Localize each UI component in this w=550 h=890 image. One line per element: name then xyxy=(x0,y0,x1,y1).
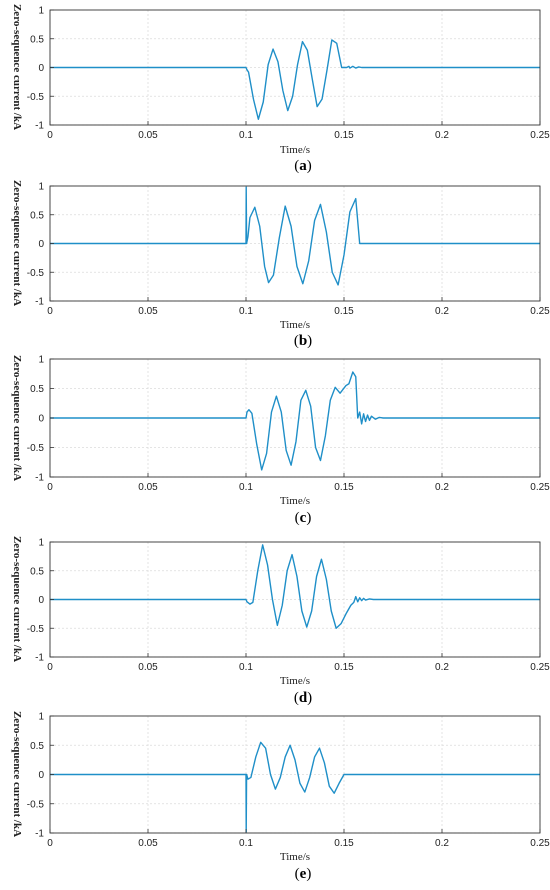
series-line xyxy=(50,39,540,120)
x-tick-label: 0.05 xyxy=(138,662,158,673)
y-tick-label: 0.5 xyxy=(30,566,44,577)
x-tick-label: 0.15 xyxy=(334,130,354,141)
y-tick-label: -0.5 xyxy=(27,799,45,810)
series-line xyxy=(50,371,540,471)
y-tick-label: -0.5 xyxy=(27,92,45,103)
chart-panel-a: 0 0.05 0.1 0.15 0.2 0.25 -1 -0.5 0 0.5 1 Time/s Zero… xyxy=(11,4,550,174)
x-axis-label: Time/s xyxy=(280,144,310,156)
y-tick-label: 0 xyxy=(38,595,44,606)
x-tick-label: 0 xyxy=(47,662,53,673)
y-tick-label: -1 xyxy=(35,297,44,308)
y-tick-label: 1 xyxy=(38,538,44,549)
panel-caption: (b) xyxy=(294,333,312,349)
x-tick-label: 0.1 xyxy=(239,838,253,849)
y-tick-label: 0.5 xyxy=(30,34,44,45)
x-tick-label: 0 xyxy=(47,130,53,141)
x-tick-label: 0.2 xyxy=(435,662,449,673)
y-tick-label: 0.5 xyxy=(30,741,44,752)
chart-panel-d: 0 0.05 0.1 0.15 0.2 0.25 -1 -0.5 0 0.5 1 Time/s Zero… xyxy=(11,536,550,706)
y-tick-label: 0 xyxy=(38,63,44,74)
y-tick-label: 0 xyxy=(38,770,44,781)
y-tick-label: -1 xyxy=(35,473,44,484)
x-tick-label: 0.15 xyxy=(334,662,354,673)
y-axis-label: Zero-sequence current /kA xyxy=(11,180,23,306)
panel-caption: (e) xyxy=(295,866,312,882)
x-tick-label: 0.1 xyxy=(239,662,253,673)
chart-panel-b: 0 0.05 0.1 0.15 0.2 0.25 -1 -0.5 0 0.5 1 Time/s Zero… xyxy=(11,180,550,349)
x-tick-label: 0.1 xyxy=(239,306,253,317)
x-tick-label: 0.2 xyxy=(435,306,449,317)
y-tick-label: -0.5 xyxy=(27,268,45,279)
panel-caption: (a) xyxy=(294,158,312,174)
x-tick-label: 0.15 xyxy=(334,838,354,849)
x-tick-label: 0.05 xyxy=(138,306,158,317)
y-axis-label: Zero-sequence current /kA xyxy=(11,536,23,662)
x-tick-label: 0 xyxy=(47,306,53,317)
series-line xyxy=(50,186,540,286)
y-tick-label: 1 xyxy=(38,355,44,366)
panel-caption: (c) xyxy=(295,510,312,526)
x-tick-label: 0 xyxy=(47,482,53,493)
x-tick-label: 0.05 xyxy=(138,838,158,849)
series-line xyxy=(50,544,540,629)
y-tick-label: -0.5 xyxy=(27,443,45,454)
series-line xyxy=(50,741,540,833)
panel-caption-letter: d xyxy=(299,690,308,706)
x-tick-label: 0.1 xyxy=(239,482,253,493)
y-axis-label: Zero-sequence current /kA xyxy=(11,4,23,130)
chart-panel-e: 0 0.05 0.1 0.15 0.2 0.25 -1 -0.5 0 0.5 1 Time/s Zero… xyxy=(11,711,550,882)
y-axis-label: Zero-sequence current /kA xyxy=(11,711,23,837)
chart-panel-c: 0 0.05 0.1 0.15 0.2 0.25 -1 -0.5 0 0.5 1 Time/s Zero… xyxy=(11,355,550,527)
x-tick-label: 0.25 xyxy=(530,306,550,317)
y-tick-label: 0.5 xyxy=(30,384,44,395)
x-tick-label: 0.2 xyxy=(435,130,449,141)
panel-caption-letter: a xyxy=(299,158,307,174)
y-tick-label: -1 xyxy=(35,829,44,840)
panel-caption-letter: e xyxy=(300,866,307,882)
x-axis-label: Time/s xyxy=(280,675,310,687)
y-tick-label: 1 xyxy=(38,182,44,193)
x-tick-label: 0.2 xyxy=(435,482,449,493)
y-tick-label: 1 xyxy=(38,6,44,17)
panel-caption: (d) xyxy=(294,690,312,706)
x-axis-label: Time/s xyxy=(280,851,310,863)
y-tick-label: -0.5 xyxy=(27,624,45,635)
x-tick-label: 0.25 xyxy=(530,130,550,141)
x-tick-label: 0.1 xyxy=(239,130,253,141)
x-tick-label: 0.2 xyxy=(435,838,449,849)
y-tick-label: 0 xyxy=(38,414,44,425)
y-tick-label: 0 xyxy=(38,239,44,250)
x-axis-label: Time/s xyxy=(280,319,310,331)
x-axis-label: Time/s xyxy=(280,495,310,507)
y-tick-label: 0.5 xyxy=(30,210,44,221)
panel-caption-letter: b xyxy=(299,333,307,349)
x-tick-label: 0.05 xyxy=(138,482,158,493)
x-tick-label: 0.25 xyxy=(530,482,550,493)
x-tick-label: 0.25 xyxy=(530,662,550,673)
panel-caption-letter: c xyxy=(300,510,307,526)
y-tick-label: -1 xyxy=(35,121,44,132)
y-tick-label: 1 xyxy=(38,712,44,723)
y-tick-label: -1 xyxy=(35,653,44,664)
x-tick-label: 0.25 xyxy=(530,838,550,849)
y-axis-label: Zero-sequence current /kA xyxy=(11,355,23,481)
x-tick-label: 0.15 xyxy=(334,306,354,317)
x-tick-label: 0.15 xyxy=(334,482,354,493)
x-tick-label: 0.05 xyxy=(138,130,158,141)
x-tick-label: 0 xyxy=(47,838,53,849)
